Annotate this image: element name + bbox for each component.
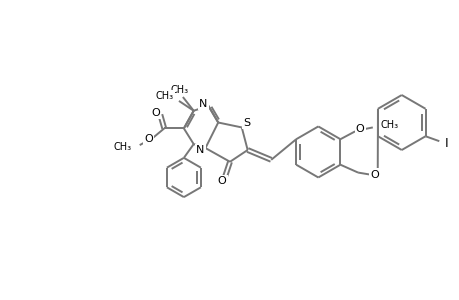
Text: N: N bbox=[199, 99, 207, 109]
Text: S: S bbox=[243, 118, 250, 128]
Text: CH₃: CH₃ bbox=[156, 91, 174, 101]
Text: CH₃: CH₃ bbox=[170, 85, 189, 95]
Text: I: I bbox=[444, 136, 448, 150]
Text: O: O bbox=[151, 108, 159, 118]
Text: O: O bbox=[217, 176, 226, 186]
Text: CH₃: CH₃ bbox=[380, 121, 398, 130]
Text: N: N bbox=[196, 145, 204, 155]
Text: O: O bbox=[355, 124, 364, 134]
Text: CH₃: CH₃ bbox=[113, 142, 132, 152]
Text: O: O bbox=[369, 169, 378, 179]
Text: O: O bbox=[144, 134, 152, 144]
